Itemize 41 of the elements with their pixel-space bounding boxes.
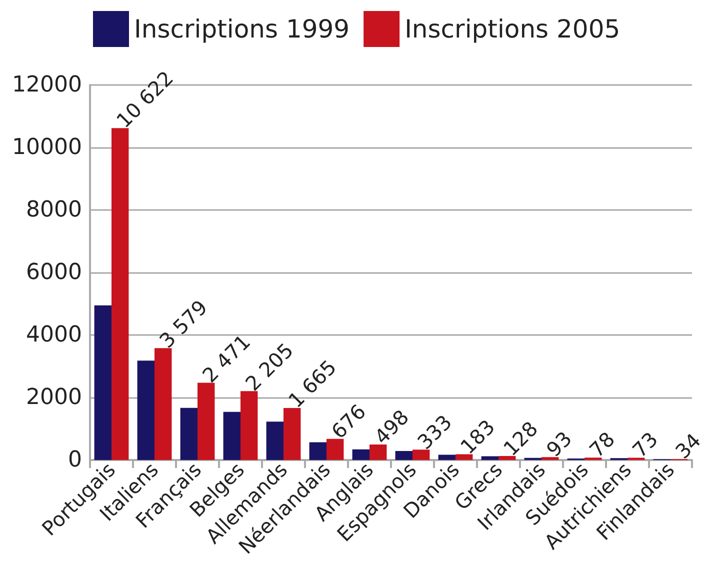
y-tick-label: 4000 xyxy=(26,322,82,348)
y-tick-label: 6000 xyxy=(26,260,82,285)
y-tick-label: 12000 xyxy=(12,72,82,98)
bar xyxy=(412,450,430,460)
bar xyxy=(137,360,154,460)
bar xyxy=(438,454,456,460)
bar xyxy=(223,412,240,460)
data-label: 183 xyxy=(456,414,500,459)
bar xyxy=(284,408,301,460)
bar xyxy=(240,391,258,460)
legend-label: Inscriptions 1999 xyxy=(134,14,350,44)
bar xyxy=(198,382,215,460)
bar xyxy=(370,444,387,460)
data-label: 676 xyxy=(326,399,371,444)
bar xyxy=(395,450,412,460)
data-label: 333 xyxy=(412,410,457,454)
data-label: 73 xyxy=(628,427,663,462)
bar xyxy=(352,449,370,460)
bar xyxy=(456,454,473,460)
data-label: 128 xyxy=(498,416,543,460)
bar xyxy=(498,456,516,460)
data-label: 498 xyxy=(370,404,414,449)
data-label: 3 579 xyxy=(154,295,212,353)
y-tick-label: 10000 xyxy=(12,135,82,160)
bar xyxy=(180,408,198,460)
legend-label: Inscriptions 2005 xyxy=(404,14,620,44)
data-label: 34 xyxy=(670,428,706,464)
data-label: 78 xyxy=(584,427,620,462)
y-tick-label: 0 xyxy=(68,448,82,472)
bar xyxy=(94,305,112,460)
bar xyxy=(542,457,559,460)
y-tick-label: 8000 xyxy=(26,198,82,222)
bar xyxy=(481,456,498,460)
bar xyxy=(266,422,284,460)
bar xyxy=(309,442,326,460)
bar xyxy=(112,128,129,460)
bar xyxy=(326,438,344,460)
data-label: 93 xyxy=(542,426,577,462)
data-label: 10 622 xyxy=(112,66,178,133)
bar xyxy=(154,348,172,460)
y-tick-label: 2000 xyxy=(26,385,82,410)
